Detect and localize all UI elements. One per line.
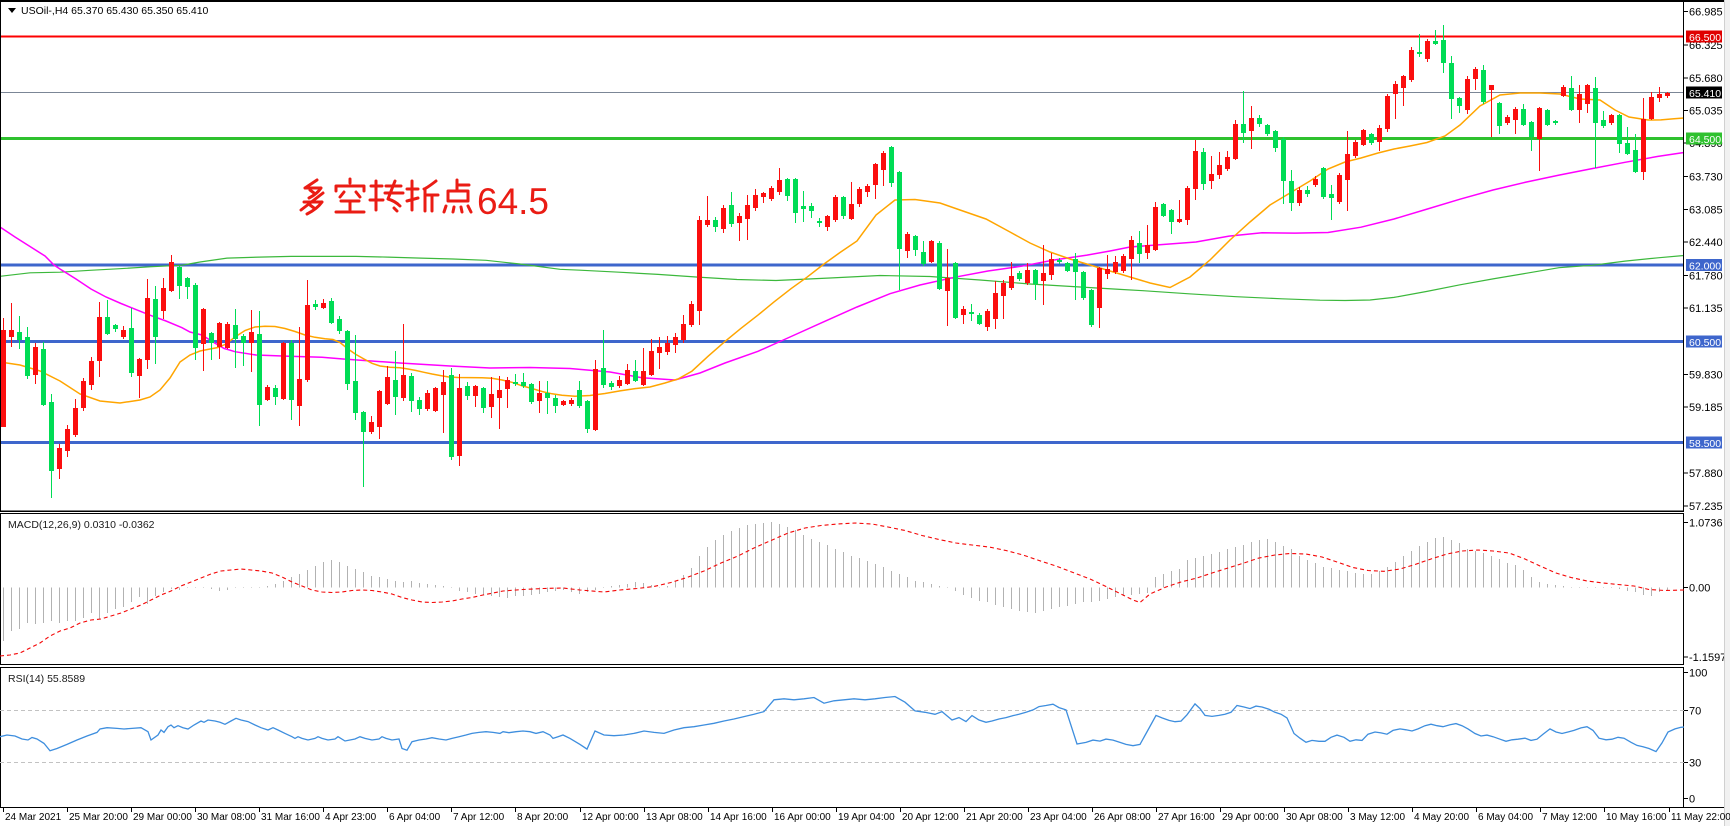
- svg-text:60.500: 60.500: [1689, 337, 1721, 349]
- svg-text:66.500: 66.500: [1689, 32, 1721, 44]
- svg-text:24 Mar 2021: 24 Mar 2021: [5, 812, 62, 823]
- svg-text:31 Mar 16:00: 31 Mar 16:00: [261, 812, 320, 823]
- svg-text:7 Apr 12:00: 7 Apr 12:00: [453, 812, 505, 823]
- svg-text:30 Apr 08:00: 30 Apr 08:00: [1286, 812, 1343, 823]
- svg-text:12 Apr 00:00: 12 Apr 00:00: [582, 812, 639, 823]
- svg-text:65.035: 65.035: [1689, 106, 1723, 118]
- svg-text:57.235: 57.235: [1689, 501, 1723, 513]
- svg-text:30 Mar 08:00: 30 Mar 08:00: [197, 812, 256, 823]
- svg-text:62.440: 62.440: [1689, 237, 1723, 249]
- svg-text:MACD(12,26,9) 0.0310 -0.0362: MACD(12,26,9) 0.0310 -0.0362: [8, 519, 155, 531]
- svg-text:10 May 16:00: 10 May 16:00: [1606, 812, 1667, 823]
- svg-text:20 Apr 12:00: 20 Apr 12:00: [902, 812, 959, 823]
- svg-text:14 Apr 16:00: 14 Apr 16:00: [710, 812, 767, 823]
- svg-text:6 Apr 04:00: 6 Apr 04:00: [389, 812, 441, 823]
- svg-text:13 Apr 08:00: 13 Apr 08:00: [646, 812, 703, 823]
- svg-text:29 Mar 00:00: 29 Mar 00:00: [133, 812, 192, 823]
- svg-text:64.5: 64.5: [477, 181, 549, 222]
- svg-text:64.500: 64.500: [1689, 134, 1721, 146]
- svg-text:65.680: 65.680: [1689, 73, 1723, 85]
- svg-text:100: 100: [1689, 668, 1707, 680]
- svg-text:30: 30: [1689, 758, 1701, 770]
- svg-text:29 Apr 00:00: 29 Apr 00:00: [1222, 812, 1279, 823]
- svg-text:3 May 12:00: 3 May 12:00: [1350, 812, 1405, 823]
- svg-text:USOil-,H4 65.370 65.430 65.35: USOil-,H4 65.370 65.430 65.350 65.410: [21, 5, 209, 17]
- svg-text:26 Apr 08:00: 26 Apr 08:00: [1094, 812, 1151, 823]
- svg-text:-1.1597: -1.1597: [1689, 652, 1726, 664]
- svg-text:62.000: 62.000: [1689, 261, 1721, 273]
- svg-text:66.325: 66.325: [1689, 40, 1723, 52]
- svg-text:63.085: 63.085: [1689, 204, 1723, 216]
- svg-text:19 Apr 04:00: 19 Apr 04:00: [838, 812, 895, 823]
- svg-text:27 Apr 16:00: 27 Apr 16:00: [1158, 812, 1215, 823]
- svg-text:0.00: 0.00: [1689, 583, 1710, 595]
- svg-text:4 May 20:00: 4 May 20:00: [1414, 812, 1469, 823]
- svg-text:7 May 12:00: 7 May 12:00: [1542, 812, 1597, 823]
- svg-text:25 Mar 20:00: 25 Mar 20:00: [69, 812, 128, 823]
- svg-text:59.830: 59.830: [1689, 369, 1723, 381]
- svg-text:61.780: 61.780: [1689, 271, 1723, 283]
- svg-text:70: 70: [1689, 706, 1701, 718]
- svg-text:0: 0: [1689, 794, 1695, 806]
- svg-text:21 Apr 20:00: 21 Apr 20:00: [966, 812, 1023, 823]
- svg-text:57.880: 57.880: [1689, 468, 1723, 480]
- svg-text:4 Apr 23:00: 4 Apr 23:00: [325, 812, 377, 823]
- svg-text:RSI(14) 55.8589: RSI(14) 55.8589: [8, 673, 85, 685]
- svg-text:1.0736: 1.0736: [1689, 518, 1723, 530]
- svg-text:16 Apr 00:00: 16 Apr 00:00: [774, 812, 831, 823]
- svg-text:65.410: 65.410: [1689, 88, 1721, 100]
- svg-text:58.500: 58.500: [1689, 438, 1721, 450]
- svg-text:59.185: 59.185: [1689, 402, 1723, 414]
- svg-text:63.730: 63.730: [1689, 172, 1723, 184]
- svg-text:8 Apr 20:00: 8 Apr 20:00: [517, 812, 569, 823]
- svg-text:6 May 04:00: 6 May 04:00: [1478, 812, 1533, 823]
- svg-text:61.135: 61.135: [1689, 303, 1723, 315]
- svg-text:11 May 22:00: 11 May 22:00: [1671, 812, 1730, 823]
- svg-text:23 Apr 04:00: 23 Apr 04:00: [1030, 812, 1087, 823]
- svg-text:66.985: 66.985: [1689, 7, 1723, 19]
